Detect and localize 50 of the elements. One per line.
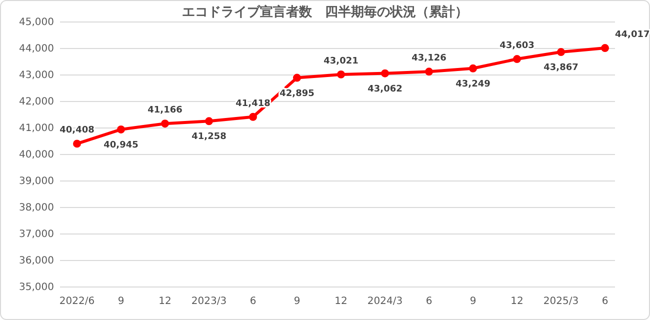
x-tick-label: 2025/3 [543, 296, 579, 308]
data-label: 43,062 [368, 84, 402, 94]
data-label: 40,945 [104, 140, 138, 150]
data-label: 43,249 [456, 79, 490, 90]
point [73, 140, 81, 148]
point [161, 120, 169, 128]
y-tick-label: 35,000 [19, 282, 54, 294]
data-label: 41,258 [192, 132, 226, 142]
y-tick-label: 40,000 [19, 150, 54, 161]
point [381, 69, 389, 78]
data-label: 41,166 [148, 106, 182, 116]
point [425, 68, 433, 76]
data-label: 42,895 [280, 88, 314, 99]
data-label: 43,603 [500, 41, 534, 52]
y-tick-label: 42,000 [19, 96, 54, 108]
y-tick-label: 45,000 [19, 17, 54, 28]
x-tick-label: 9 [470, 296, 476, 308]
x-tick-label: 12 [158, 296, 172, 308]
point [293, 74, 301, 82]
data-label: 44,017 [615, 30, 650, 40]
point [337, 70, 345, 78]
point [469, 64, 477, 72]
chart-title: エコドライブ宣言者数 四半期毎の状況（累計） [182, 4, 468, 20]
y-tick-label: 37,000 [19, 229, 54, 240]
x-tick-label: 9 [294, 296, 300, 308]
y-tick-label: 38,000 [19, 202, 54, 214]
point [117, 125, 125, 134]
data-label: 43,021 [324, 56, 358, 66]
point [601, 44, 609, 52]
y-tick-label: 39,000 [19, 176, 54, 188]
x-tick-label: 2022/6 [59, 296, 95, 308]
y-tick-label: 43,000 [19, 70, 54, 82]
point [205, 117, 213, 126]
data-label: 43,126 [412, 54, 446, 64]
y-tick-label: 44,000 [19, 44, 54, 55]
x-tick-label: 6 [250, 296, 256, 308]
y-tick-label: 36,000 [19, 256, 54, 267]
point [557, 48, 565, 56]
point [513, 55, 521, 63]
x-tick-label: 12 [334, 296, 348, 308]
data-label: 40,408 [60, 126, 94, 136]
x-tick-label: 2024/3 [367, 296, 403, 308]
x-tick-label: 12 [510, 296, 524, 308]
x-tick-label: 6 [602, 296, 608, 308]
point [249, 112, 257, 121]
x-tick-label: 9 [118, 296, 124, 308]
data-label: 43,867 [544, 63, 578, 74]
x-tick-label: 6 [426, 296, 432, 308]
x-tick-label: 2023/3 [191, 296, 227, 308]
y-tick-label: 41,000 [19, 123, 54, 134]
